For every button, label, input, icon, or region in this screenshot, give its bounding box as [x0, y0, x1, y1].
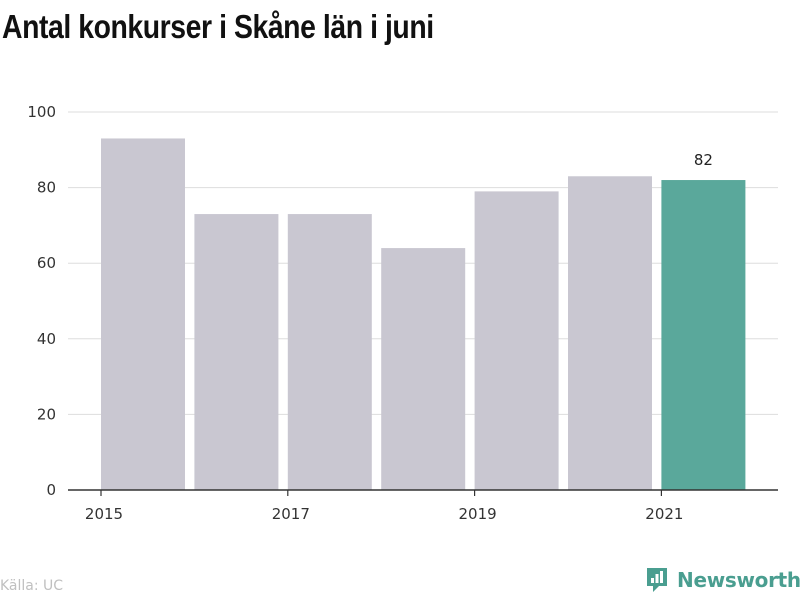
bar-chart-logo-icon [647, 568, 667, 592]
x-tick-label: 2019 [459, 505, 497, 523]
bar-2020 [568, 176, 652, 490]
bar-2018 [381, 248, 466, 490]
y-tick-label: 40 [37, 330, 56, 348]
source-note: Källa: UC [0, 578, 64, 594]
x-tick-label: 2017 [272, 505, 310, 523]
y-tick-label: 60 [37, 254, 56, 272]
bar-2019 [474, 191, 559, 490]
brand-name: Newsworthy [677, 568, 800, 592]
bar-2021 [661, 180, 746, 491]
y-tick-label: 20 [37, 405, 56, 423]
bar-2015 [101, 138, 185, 490]
bar-2016 [194, 214, 279, 490]
bar-2017 [287, 214, 372, 490]
chart-title: Antal konkurser i Skåne län i juni [2, 8, 434, 45]
y-tick-label: 100 [27, 103, 56, 121]
y-tick-label: 0 [46, 481, 56, 499]
bar-chart: 0 20 40 60 80 100 82 2015 2017 2019 2021 [27, 103, 778, 523]
brand-logo: Newsworthy [645, 566, 800, 594]
y-tick-label: 80 [37, 179, 56, 197]
x-tick-label: 2015 [85, 505, 123, 523]
x-tick-label: 2021 [645, 505, 683, 523]
data-label: 82 [694, 151, 713, 169]
